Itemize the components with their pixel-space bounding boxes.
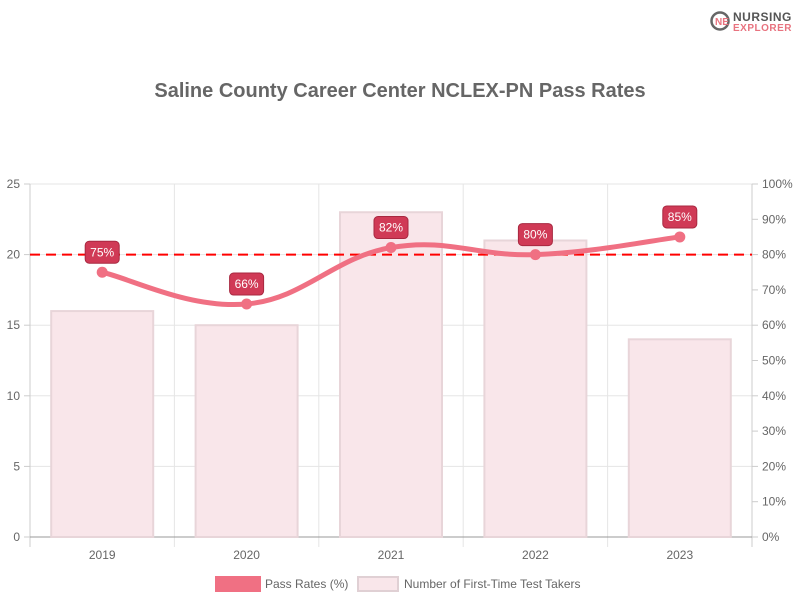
bar-2021 (339, 211, 443, 539)
data-label: 66% (235, 277, 259, 291)
pass-rate-point-2021 (385, 242, 397, 254)
pass-rate-point-2019 (96, 266, 108, 278)
y-left-tick-label: 25 (7, 177, 21, 191)
bar-2022 (483, 239, 588, 538)
y-right-tick-label: 50% (762, 354, 786, 368)
pass-rate-point-2022 (529, 249, 541, 261)
y-right-tick-label: 0% (762, 530, 780, 544)
logo-text-1: NURSING (733, 10, 792, 24)
y-right-tick-label: 80% (762, 248, 786, 262)
y-right-tick-label: 20% (762, 459, 786, 473)
y-right-tick-label: 60% (762, 318, 786, 332)
y-left-tick-label: 0 (13, 530, 20, 544)
chart-title: Saline County Career Center NCLEX-PN Pas… (154, 80, 646, 102)
legend-label-test-takers: Number of First-Time Test Takers (404, 577, 580, 591)
y-left-tick-label: 5 (13, 459, 20, 473)
data-label-box (517, 223, 553, 247)
pass-rate-point-2023 (674, 231, 686, 243)
data-label-box (373, 216, 409, 240)
y-right-tick-label: 70% (762, 283, 786, 297)
data-label: 82% (379, 221, 403, 235)
x-tick-label: 2019 (89, 548, 116, 562)
data-label: 85% (668, 210, 692, 224)
data-label-box (84, 240, 120, 264)
y-right-tick-label: 100% (762, 177, 793, 191)
x-tick-label: 2021 (378, 548, 405, 562)
logo-text-2: EXPLORER (733, 23, 793, 34)
x-tick-label: 2022 (522, 548, 549, 562)
y-right-tick-label: 10% (762, 495, 786, 509)
y-left-tick-label: 10 (7, 389, 21, 403)
data-label: 80% (523, 228, 547, 242)
bar-2020 (194, 324, 299, 539)
data-label-box (662, 205, 698, 229)
bar-2023 (627, 338, 732, 538)
y-right-tick-label: 30% (762, 424, 786, 438)
legend-swatch-test-takers (357, 576, 399, 592)
pass-rate-point-2020 (241, 298, 253, 310)
legend-label-pass-rates: Pass Rates (%) (265, 577, 348, 591)
bar-2019 (50, 310, 155, 538)
x-tick-label: 2020 (233, 548, 260, 562)
y-right-tick-label: 90% (762, 212, 786, 226)
x-tick-label: 2023 (666, 548, 693, 562)
svg-text:NE: NE (715, 17, 729, 28)
y-left-tick-label: 15 (7, 318, 21, 332)
logo-icon: NE (710, 11, 730, 31)
y-left-tick-label: 20 (7, 248, 21, 262)
data-label: 75% (90, 245, 114, 259)
data-label-box (229, 272, 265, 296)
legend-swatch-pass-rates (215, 576, 261, 592)
y-right-tick-label: 40% (762, 389, 786, 403)
nursing-explorer-logo: NE NURSING EXPLORER (710, 8, 795, 36)
